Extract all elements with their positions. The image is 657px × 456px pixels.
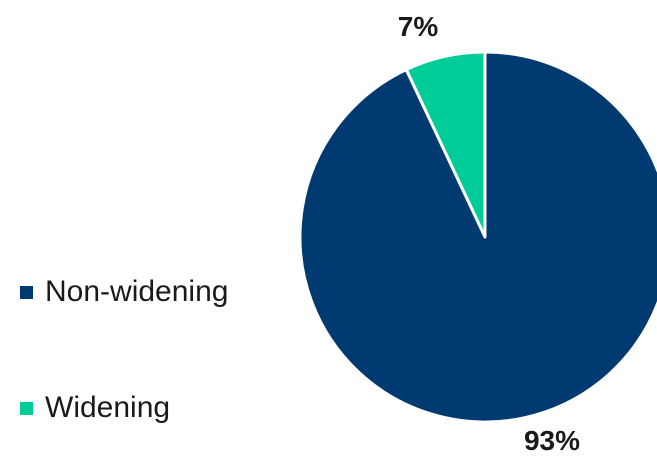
legend-item-non-widening: Non-widening (20, 277, 228, 307)
data-label-non-widening: 93% (524, 425, 580, 456)
legend-item-widening: Widening (20, 393, 170, 423)
legend-swatch-widening (20, 401, 33, 415)
legend-label-non-widening: Non-widening (45, 275, 229, 308)
legend-swatch-non-widening (20, 285, 33, 299)
legend-label-widening: Widening (45, 391, 171, 424)
pie-slice-non-widening (298, 50, 657, 424)
data-label-widening: 7% (398, 11, 439, 42)
